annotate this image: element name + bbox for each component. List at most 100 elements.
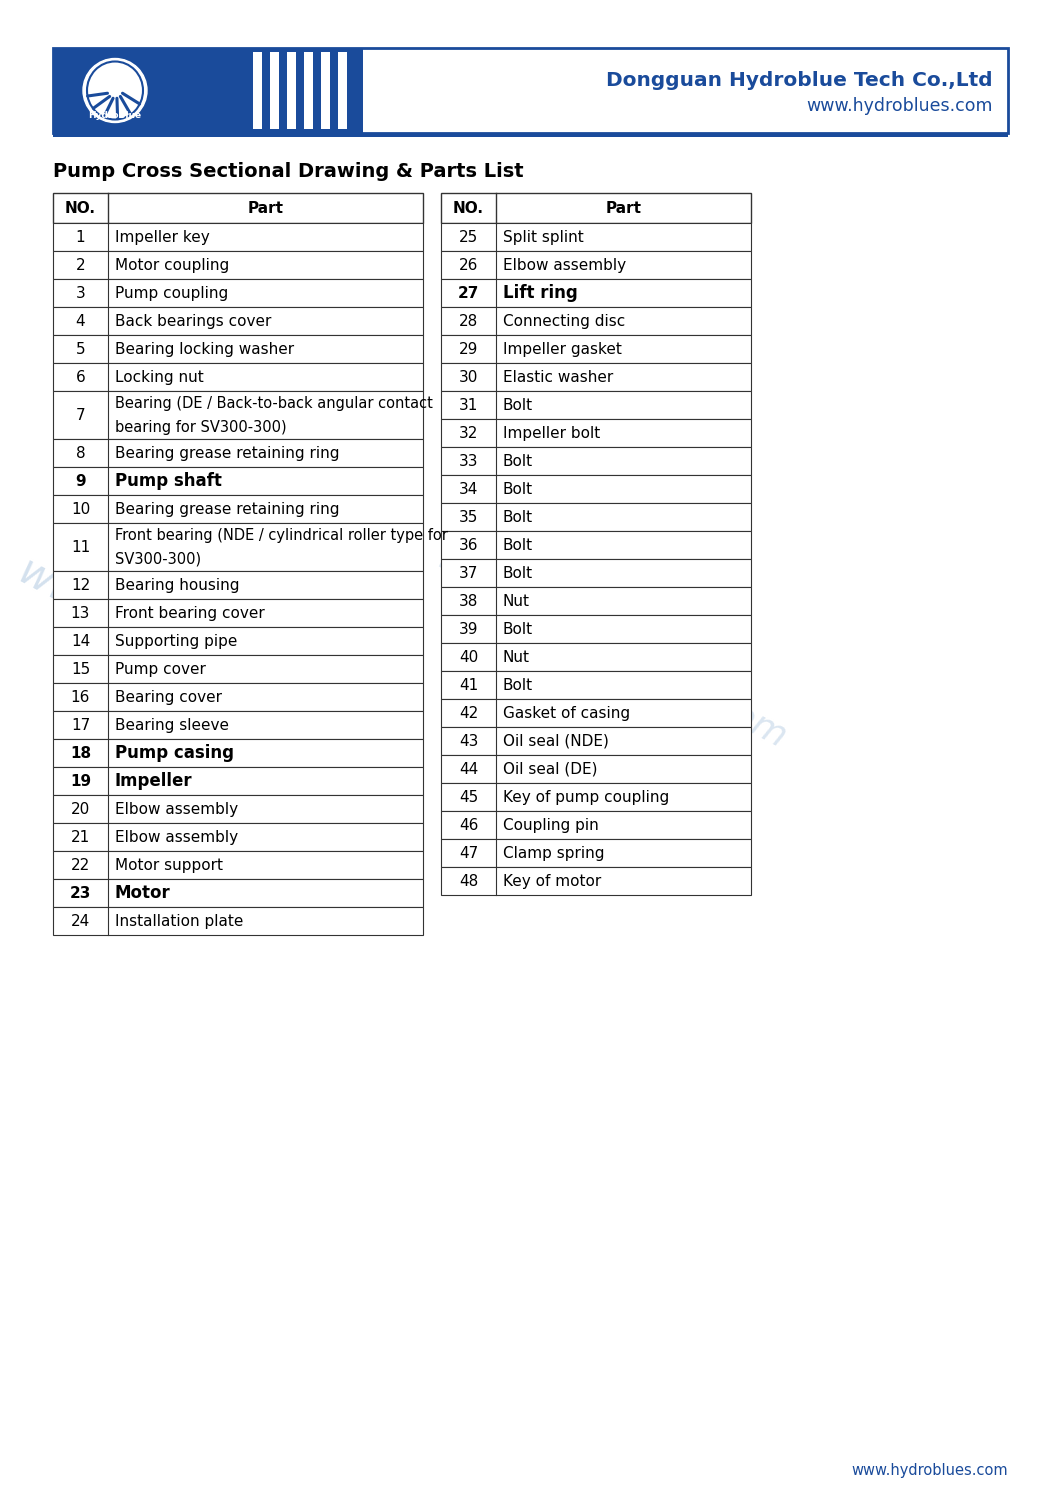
Bar <box>441 782 750 811</box>
Text: Bolt: Bolt <box>504 481 533 496</box>
Text: Connecting disc: Connecting disc <box>504 313 625 328</box>
Bar <box>53 279 423 307</box>
Text: 44: 44 <box>459 761 478 776</box>
Bar <box>53 711 423 739</box>
Bar <box>53 439 423 468</box>
Bar <box>53 907 423 935</box>
Text: 2: 2 <box>75 258 85 273</box>
Bar <box>53 823 423 851</box>
Text: Motor coupling: Motor coupling <box>114 258 229 273</box>
Bar <box>441 672 750 699</box>
Text: Bolt: Bolt <box>504 397 533 412</box>
Text: Oil seal (DE): Oil seal (DE) <box>504 761 598 776</box>
Text: Bolt: Bolt <box>504 538 533 553</box>
Text: Bolt: Bolt <box>504 510 533 525</box>
Text: Elbow assembly: Elbow assembly <box>114 802 238 817</box>
Bar <box>53 655 423 684</box>
Text: 10: 10 <box>71 502 90 517</box>
Text: Front bearing (NDE / cylindrical roller type for: Front bearing (NDE / cylindrical roller … <box>114 528 448 543</box>
Text: Back bearings cover: Back bearings cover <box>114 313 271 328</box>
Text: Nut: Nut <box>504 649 530 664</box>
Text: Clamp spring: Clamp spring <box>504 845 604 860</box>
Text: Bolt: Bolt <box>504 565 533 580</box>
Text: 19: 19 <box>70 773 91 788</box>
Text: 34: 34 <box>459 481 478 496</box>
Bar <box>270 52 279 129</box>
Text: 38: 38 <box>459 594 478 609</box>
Text: Impeller gasket: Impeller gasket <box>504 342 622 357</box>
Text: www.Hydroblues.com: www.Hydroblues.com <box>430 543 793 757</box>
Bar <box>441 643 750 672</box>
Text: 27: 27 <box>458 285 479 300</box>
Text: Motor: Motor <box>114 884 171 902</box>
Text: 24: 24 <box>71 913 90 928</box>
Bar <box>53 571 423 600</box>
Bar <box>441 363 750 391</box>
Text: 11: 11 <box>71 540 90 555</box>
Text: 18: 18 <box>70 745 91 760</box>
Text: www.Hydroblues.com: www.Hydroblues.com <box>11 550 428 800</box>
Bar <box>53 48 1008 133</box>
Bar <box>441 531 750 559</box>
Bar <box>338 52 347 129</box>
Bar <box>441 727 750 755</box>
Bar <box>441 475 750 504</box>
Text: 43: 43 <box>459 733 478 748</box>
Text: 12: 12 <box>71 577 90 592</box>
Text: Bolt: Bolt <box>504 678 533 693</box>
Text: 7: 7 <box>75 408 85 423</box>
Text: 30: 30 <box>459 369 478 385</box>
Text: 32: 32 <box>459 426 478 441</box>
Text: 13: 13 <box>71 606 90 621</box>
Bar <box>53 767 423 794</box>
Bar <box>441 839 750 866</box>
Text: bearing for SV300-300): bearing for SV300-300) <box>114 420 286 435</box>
Bar <box>441 307 750 334</box>
Text: 40: 40 <box>459 649 478 664</box>
Text: 48: 48 <box>459 874 478 889</box>
Text: 15: 15 <box>71 661 90 676</box>
Text: Bolt: Bolt <box>504 454 533 469</box>
Text: 45: 45 <box>459 790 478 805</box>
Bar <box>441 420 750 447</box>
Text: 22: 22 <box>71 857 90 872</box>
Text: HydroBlue: HydroBlue <box>88 111 142 120</box>
Text: 14: 14 <box>71 634 90 649</box>
Text: 3: 3 <box>75 285 86 300</box>
Text: 46: 46 <box>459 817 478 832</box>
Bar <box>53 851 423 878</box>
Text: Elastic washer: Elastic washer <box>504 369 614 385</box>
Bar <box>441 866 750 895</box>
Text: Part: Part <box>605 201 641 216</box>
Bar <box>441 223 750 250</box>
Bar <box>53 684 423 711</box>
Bar <box>441 250 750 279</box>
Bar <box>441 811 750 839</box>
Text: 5: 5 <box>75 342 85 357</box>
Bar <box>441 559 750 588</box>
Text: Impeller bolt: Impeller bolt <box>504 426 600 441</box>
Text: Bearing sleeve: Bearing sleeve <box>114 718 229 733</box>
Text: 1: 1 <box>75 229 85 244</box>
Text: Nut: Nut <box>504 594 530 609</box>
Text: 23: 23 <box>70 886 91 901</box>
Text: Impeller key: Impeller key <box>114 229 210 244</box>
Bar <box>53 739 423 767</box>
Text: NO.: NO. <box>65 201 96 216</box>
Text: Installation plate: Installation plate <box>114 913 244 928</box>
Text: 21: 21 <box>71 829 90 844</box>
Text: Bearing (DE / Back-to-back angular contact: Bearing (DE / Back-to-back angular conta… <box>114 396 432 411</box>
Text: 6: 6 <box>75 369 86 385</box>
Text: Key of pump coupling: Key of pump coupling <box>504 790 669 805</box>
Text: Impeller: Impeller <box>114 772 193 790</box>
Text: Elbow assembly: Elbow assembly <box>114 829 238 844</box>
Bar <box>53 223 423 250</box>
Bar <box>304 52 313 129</box>
Bar <box>441 588 750 615</box>
Text: Pump Cross Sectional Drawing & Parts List: Pump Cross Sectional Drawing & Parts Lis… <box>53 162 524 180</box>
Bar <box>53 250 423 279</box>
Text: 9: 9 <box>75 474 86 489</box>
Text: 26: 26 <box>459 258 478 273</box>
Text: 16: 16 <box>71 690 90 705</box>
Bar <box>321 52 330 129</box>
